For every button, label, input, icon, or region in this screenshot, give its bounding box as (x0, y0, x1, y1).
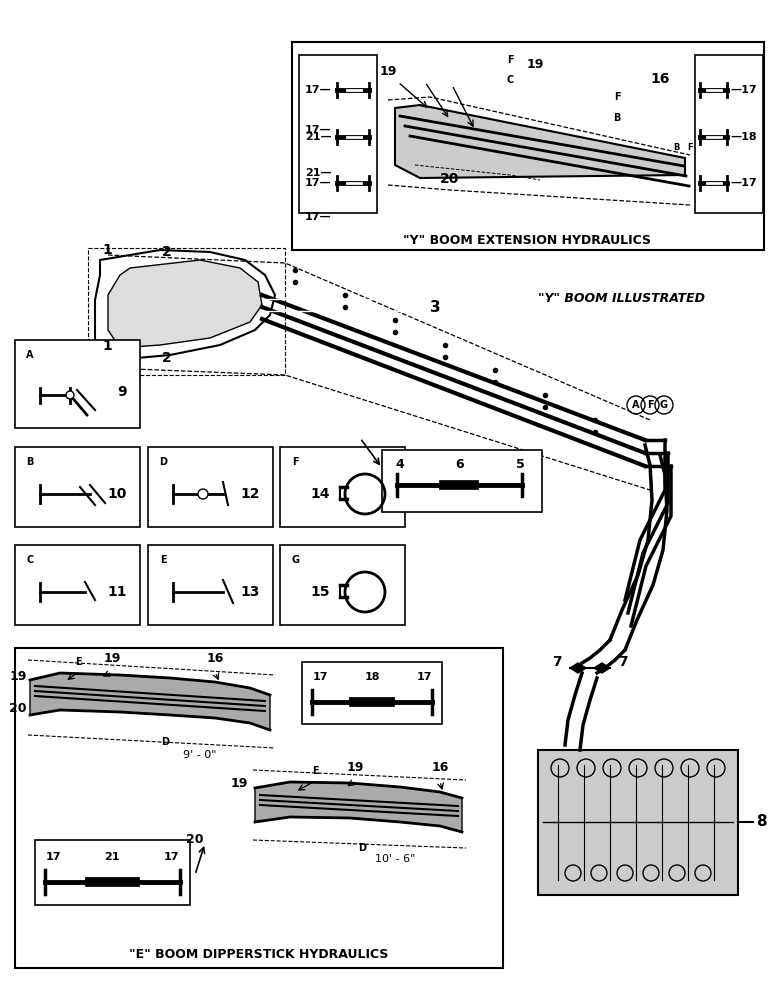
Text: —17: —17 (730, 85, 757, 95)
Text: 17—: 17— (305, 178, 332, 188)
Text: 17: 17 (46, 852, 61, 862)
Text: 19: 19 (347, 761, 364, 774)
Text: 20: 20 (9, 702, 27, 715)
Text: —17: —17 (730, 178, 757, 188)
Text: 13: 13 (241, 585, 260, 599)
Text: 3: 3 (430, 300, 441, 315)
Text: 21: 21 (104, 852, 120, 862)
Text: 17—: 17— (305, 212, 332, 222)
Text: 1: 1 (102, 339, 112, 353)
Text: 10: 10 (107, 487, 127, 501)
Text: 17: 17 (163, 852, 179, 862)
Text: G: G (660, 400, 668, 410)
Bar (382, 450, 542, 512)
Text: 7: 7 (618, 655, 628, 669)
Text: B: B (613, 113, 621, 123)
Text: B: B (26, 457, 34, 467)
Text: 9' - 0": 9' - 0" (183, 750, 217, 760)
Text: E: E (312, 766, 318, 776)
Text: F: F (687, 142, 692, 151)
Text: 5: 5 (516, 458, 524, 471)
Text: 19: 19 (9, 670, 27, 683)
Text: 16: 16 (206, 652, 224, 665)
Bar (538, 750, 738, 895)
Text: 20: 20 (186, 833, 204, 846)
Polygon shape (30, 673, 270, 730)
Text: 15: 15 (310, 585, 330, 599)
Text: D: D (161, 737, 169, 747)
Text: E: E (160, 555, 166, 565)
Polygon shape (594, 663, 610, 673)
Text: 6: 6 (455, 458, 464, 471)
Text: 16: 16 (432, 761, 449, 774)
Text: 17: 17 (312, 672, 328, 682)
Text: 19: 19 (231, 777, 248, 790)
Text: A: A (632, 400, 640, 410)
Text: B: B (673, 142, 679, 151)
Text: 16: 16 (650, 72, 669, 86)
Text: D: D (159, 457, 167, 467)
Bar (695, 55, 763, 213)
Text: 21—: 21— (305, 132, 332, 142)
Circle shape (66, 391, 74, 399)
Text: "Y" BOOM EXTENSION HYDRAULICS: "Y" BOOM EXTENSION HYDRAULICS (403, 233, 651, 246)
Bar (299, 55, 377, 213)
Text: 19: 19 (379, 65, 397, 78)
Text: F: F (292, 457, 298, 467)
Text: "Y" BOOM ILLUSTRATED: "Y" BOOM ILLUSTRATED (538, 292, 705, 305)
Text: C: C (506, 75, 513, 85)
Text: 19: 19 (103, 652, 120, 665)
Bar (35, 840, 190, 905)
Bar (15, 545, 140, 625)
Text: F: F (647, 400, 653, 410)
Bar (148, 447, 273, 527)
Text: 2: 2 (162, 351, 171, 365)
Text: 4: 4 (395, 458, 405, 471)
Text: G: G (291, 555, 299, 565)
Text: "E" BOOM DIPPERSTICK HYDRAULICS: "E" BOOM DIPPERSTICK HYDRAULICS (130, 948, 388, 962)
Bar (15, 340, 140, 428)
Bar (280, 447, 405, 527)
Text: —18: —18 (730, 132, 757, 142)
Text: 17—: 17— (305, 125, 332, 135)
Text: F: F (614, 92, 621, 102)
Text: 10' - 6": 10' - 6" (375, 854, 415, 864)
Circle shape (198, 489, 208, 499)
Text: 20: 20 (440, 172, 459, 186)
Polygon shape (108, 260, 262, 348)
Polygon shape (395, 105, 685, 178)
Text: 14: 14 (310, 487, 330, 501)
Text: 17: 17 (416, 672, 432, 682)
Text: 17—: 17— (305, 85, 332, 95)
Text: A: A (26, 350, 34, 360)
Bar (302, 662, 442, 724)
Text: 7: 7 (553, 655, 562, 669)
Bar (148, 545, 273, 625)
Text: D: D (358, 843, 366, 853)
Text: 19: 19 (527, 58, 543, 71)
Bar (15, 648, 503, 968)
Text: 9: 9 (117, 385, 127, 399)
Text: 21—: 21— (305, 168, 332, 178)
Text: 11: 11 (107, 585, 127, 599)
Text: C: C (26, 555, 34, 565)
Bar (292, 42, 764, 250)
Text: 1: 1 (102, 243, 112, 257)
Text: 18: 18 (364, 672, 380, 682)
Text: 2: 2 (162, 245, 171, 259)
Bar (15, 447, 140, 527)
Polygon shape (255, 782, 462, 832)
Polygon shape (570, 663, 586, 673)
Text: 8: 8 (756, 814, 767, 830)
Text: F: F (506, 55, 513, 65)
Text: E: E (75, 657, 81, 667)
Text: 12: 12 (241, 487, 260, 501)
Bar (280, 545, 405, 625)
